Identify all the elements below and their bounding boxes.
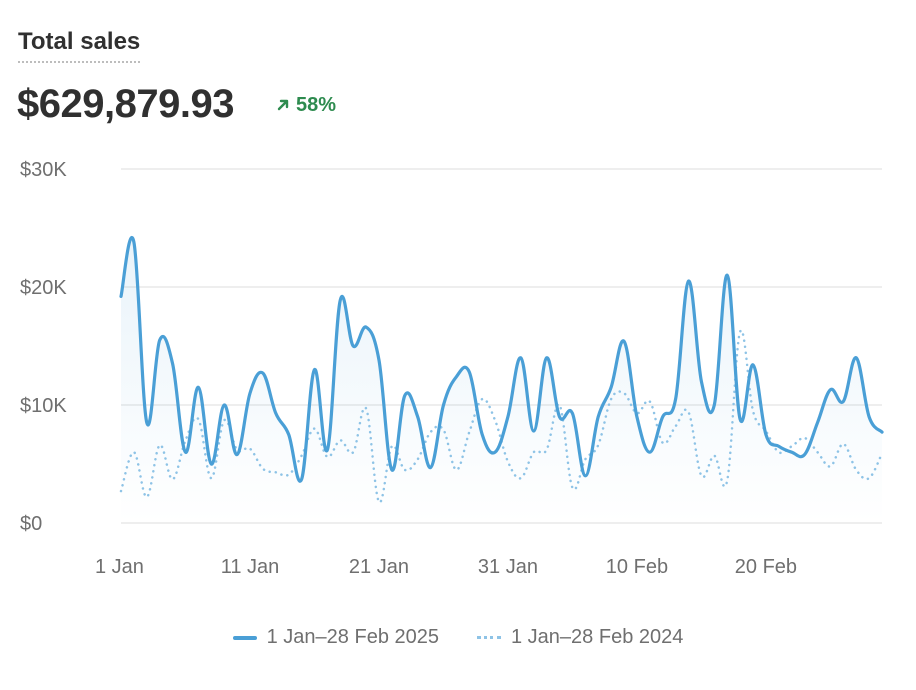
legend-item-2024[interactable]: 1 Jan–28 Feb 2024 <box>477 626 683 649</box>
series-line-2025[interactable] <box>119 236 884 483</box>
legend-label-2025: 1 Jan–28 Feb 2025 <box>266 626 439 648</box>
series-line-2024[interactable] <box>119 329 884 504</box>
x-axis-ticks: 1 Jan 11 Jan 21 Jan 31 Jan 10 Feb 20 Feb <box>95 556 797 578</box>
total-sales-value: $629,879.93 <box>17 82 234 126</box>
legend-swatch-solid <box>232 635 257 640</box>
arrow-up-right-icon <box>277 99 289 111</box>
page-title[interactable]: Total sales <box>18 27 141 63</box>
change-percent: 58% <box>296 94 337 116</box>
x-tick-label: 1 Jan <box>95 556 144 578</box>
y-tick-label: $10K <box>20 395 67 417</box>
x-tick-label: 11 Jan <box>221 556 280 578</box>
sales-line-chart: $0 $10K $20K $30K 1 Jan 11 Jan 21 Jan 31 Jan 10… <box>20 159 884 578</box>
x-tick-label: 20 Feb <box>735 556 797 578</box>
change-badge: 58% <box>276 93 336 117</box>
y-tick-label: $30K <box>20 159 67 181</box>
y-tick-label: $0 <box>20 513 42 535</box>
x-tick-label: 10 Feb <box>606 556 668 578</box>
chart-legend: 1 Jan–28 Feb 2025 1 Jan–28 Feb 2024 <box>0 626 916 649</box>
legend-item-2025[interactable]: 1 Jan–28 Feb 2025 <box>232 626 439 649</box>
legend-swatch-dotted <box>477 636 501 639</box>
legend-label-2024: 1 Jan–28 Feb 2024 <box>511 626 684 648</box>
y-tick-label: $20K <box>20 277 67 299</box>
series-area-2025 <box>121 237 882 523</box>
y-axis-ticks: $0 $10K $20K $30K <box>20 159 67 535</box>
x-tick-label: 31 Jan <box>478 556 538 578</box>
x-tick-label: 21 Jan <box>349 556 409 578</box>
